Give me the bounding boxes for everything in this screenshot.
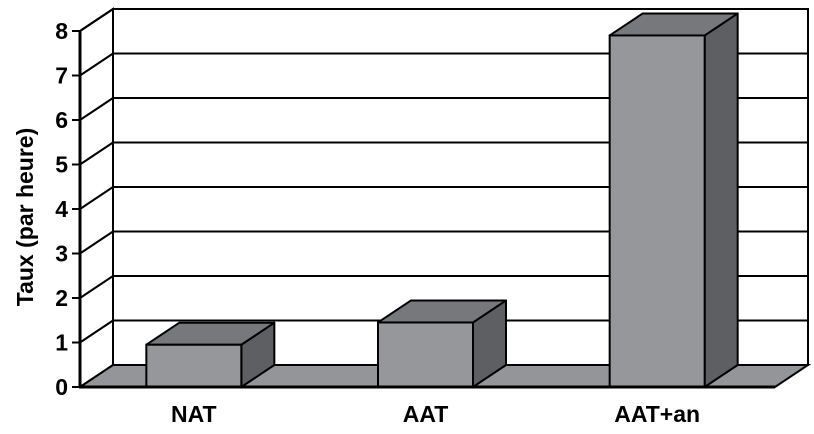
gridline-side — [79, 97, 114, 121]
bar-front — [145, 343, 243, 389]
y-tick-label: 2 — [55, 285, 68, 311]
bar-front — [608, 34, 706, 388]
x-tick-label: NAT — [171, 401, 217, 427]
y-tick-label: 1 — [55, 330, 68, 356]
bar-front — [377, 321, 474, 389]
y-tick-label: 3 — [55, 241, 68, 267]
gridline-side — [79, 230, 114, 255]
gridline-side — [79, 141, 114, 166]
gridline-side — [79, 52, 114, 77]
y-tick-label: 7 — [55, 63, 68, 89]
bar-aat-an — [608, 12, 739, 388]
bar-side — [703, 12, 739, 388]
bar-nat — [145, 321, 276, 389]
x-tick-label: AAT — [403, 401, 449, 427]
bar-aat — [377, 299, 507, 389]
gridline-side — [79, 186, 114, 210]
y-tick-label: 5 — [55, 152, 68, 178]
y-tick-label: 8 — [55, 18, 68, 44]
x-tick-label: AAT+an — [614, 401, 700, 427]
axes: NAT AAT AAT+an 0 1 2 3 4 5 6 7 8 — [55, 18, 775, 427]
gridline-side — [79, 319, 114, 344]
y-tick-label: 6 — [55, 107, 68, 133]
y-tick-label: 0 — [55, 374, 68, 400]
y-tick-label: 4 — [55, 196, 68, 222]
y-axis-title: Taux (par heure) — [12, 128, 38, 307]
gridline-side — [79, 8, 114, 32]
gridline-side — [79, 275, 114, 299]
bars — [145, 12, 739, 389]
